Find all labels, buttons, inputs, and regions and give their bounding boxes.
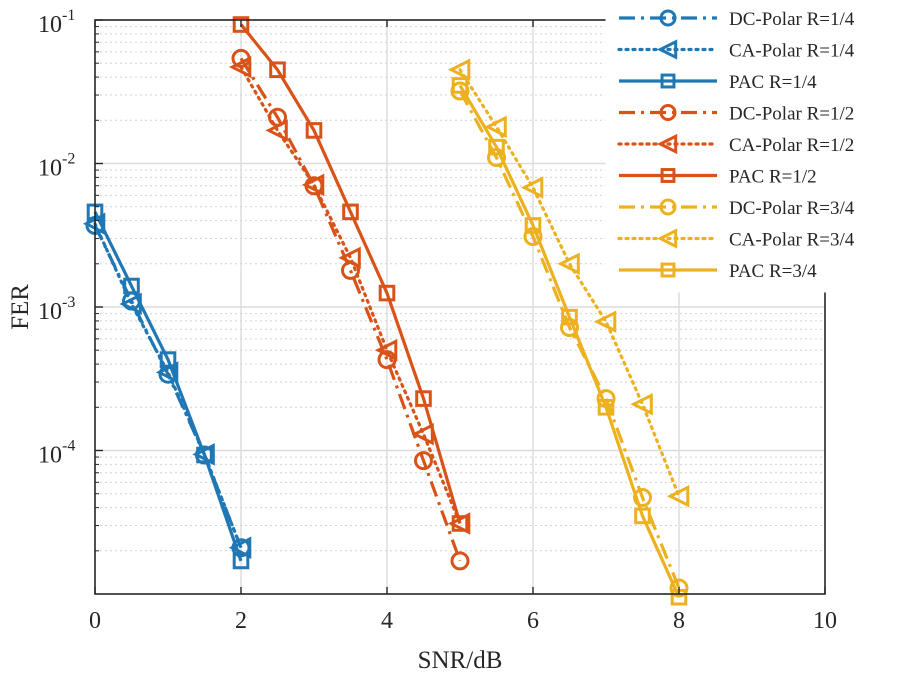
- data-point-square: [415, 390, 432, 407]
- y-tick-label: 10-2: [38, 151, 75, 182]
- data-point-square: [660, 73, 676, 89]
- data-point-circle: [414, 451, 433, 471]
- data-point-triangle: [656, 228, 678, 249]
- data-point-square: [305, 122, 323, 139]
- data-point-circle: [659, 198, 677, 216]
- series-line: [458, 90, 681, 589]
- legend-label: DC-Polar R=1/4: [729, 9, 855, 30]
- y-tick-label: 10-4: [38, 438, 75, 469]
- y-axis-label: FER: [7, 284, 34, 330]
- data-point-square: [524, 217, 542, 234]
- data-point-triangle: [593, 310, 617, 333]
- data-point-triangle: [338, 246, 361, 270]
- data-point-triangle: [666, 485, 690, 508]
- legend-label: DC-Polar R=1/2: [729, 104, 854, 125]
- data-point-circle: [450, 551, 470, 571]
- series-pac-r-1-2: [232, 16, 469, 532]
- x-tick-label: 8: [673, 608, 685, 634]
- data-point-triangle: [630, 393, 653, 416]
- legend-label: CA-Polar R=1/2: [729, 135, 854, 156]
- series-line: [458, 68, 681, 498]
- data-point-square: [597, 399, 615, 416]
- data-point-triangle: [447, 58, 471, 81]
- series-line: [93, 211, 243, 562]
- data-point-triangle: [228, 536, 252, 559]
- data-point-square: [123, 277, 140, 295]
- series-ca-polar-r-3-4: [447, 58, 690, 508]
- data-point-square: [660, 168, 676, 183]
- legend-label: DC-Polar R=3/4: [729, 198, 855, 219]
- legend-label: CA-Polar R=3/4: [729, 230, 855, 251]
- data-point-square: [660, 262, 676, 278]
- legend-label: CA-Polar R=1/4: [729, 41, 855, 62]
- y-tick-labels: 10-1 10-2 10-3 10-4: [38, 7, 75, 469]
- data-point-triangle: [557, 252, 580, 276]
- x-tick-label: 10: [813, 608, 837, 634]
- series-line: [239, 65, 462, 526]
- x-tick-labels: 0 2 4 6 8 10: [89, 608, 837, 634]
- data-point-triangle: [155, 361, 179, 384]
- data-point-circle: [659, 9, 677, 27]
- data-point-square: [159, 351, 177, 368]
- data-point-square: [232, 16, 250, 33]
- data-point-circle: [633, 488, 652, 508]
- data-point-square: [451, 515, 469, 532]
- legend-label: PAC R=1/4: [729, 72, 817, 93]
- y-tick-label: 10-3: [38, 294, 75, 325]
- data-point-square: [342, 203, 359, 221]
- data-point-square: [232, 552, 250, 570]
- data-point-triangle: [656, 39, 678, 60]
- data-point-circle: [659, 104, 677, 121]
- data-point-triangle: [656, 133, 678, 155]
- legend: DC-Polar R=1/4 CA-Polar R=1/4 PAC R=1/4 DC-…: [605, 0, 896, 293]
- y-tick-label: 10-1: [38, 7, 75, 38]
- data-point-square: [269, 61, 286, 79]
- data-point-square: [451, 77, 469, 94]
- data-point-triangle: [520, 176, 544, 199]
- series-line: [239, 57, 462, 562]
- data-point-triangle: [228, 55, 252, 79]
- grid: [95, 20, 825, 594]
- x-tick-label: 6: [527, 608, 539, 634]
- series-line: [239, 23, 462, 524]
- data-point-square: [378, 284, 396, 302]
- x-tick-label: 4: [381, 608, 393, 634]
- series-layer: [82, 16, 690, 606]
- data-point-square: [488, 138, 505, 156]
- x-tick-label: 0: [89, 608, 101, 634]
- x-axis-label: SNR/dB: [418, 647, 503, 674]
- data-point-triangle: [374, 338, 398, 362]
- data-point-square: [561, 308, 578, 326]
- x-tick-label: 2: [235, 608, 247, 634]
- data-point-square: [634, 507, 651, 525]
- data-point-triangle: [484, 115, 507, 139]
- legend-label: PAC R=3/4: [729, 261, 817, 282]
- series-line: [458, 84, 681, 598]
- data-point-square: [196, 446, 213, 464]
- legend-label: PAC R=1/2: [729, 167, 817, 188]
- data-point-triangle: [301, 173, 325, 197]
- data-point-triangle: [265, 119, 288, 142]
